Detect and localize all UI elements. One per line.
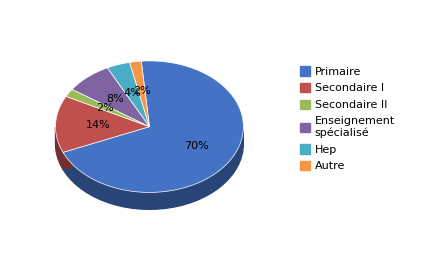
Polygon shape [130,61,149,127]
Polygon shape [63,61,243,192]
Text: 8%: 8% [106,94,124,104]
Polygon shape [63,127,149,169]
Polygon shape [55,127,63,169]
Text: 4%: 4% [123,87,141,98]
Text: 2%: 2% [132,86,150,96]
Polygon shape [66,89,149,127]
Polygon shape [63,127,149,169]
Polygon shape [63,130,243,209]
Text: 2%: 2% [96,103,114,113]
Polygon shape [72,68,149,127]
Legend: Primaire, Secondaire I, Secondaire II, Enseignement
spécialisé, Hep, Autre: Primaire, Secondaire I, Secondaire II, E… [295,62,399,176]
Polygon shape [55,96,149,152]
Text: 14%: 14% [85,120,110,130]
Text: 70%: 70% [183,141,208,151]
Polygon shape [107,62,149,127]
